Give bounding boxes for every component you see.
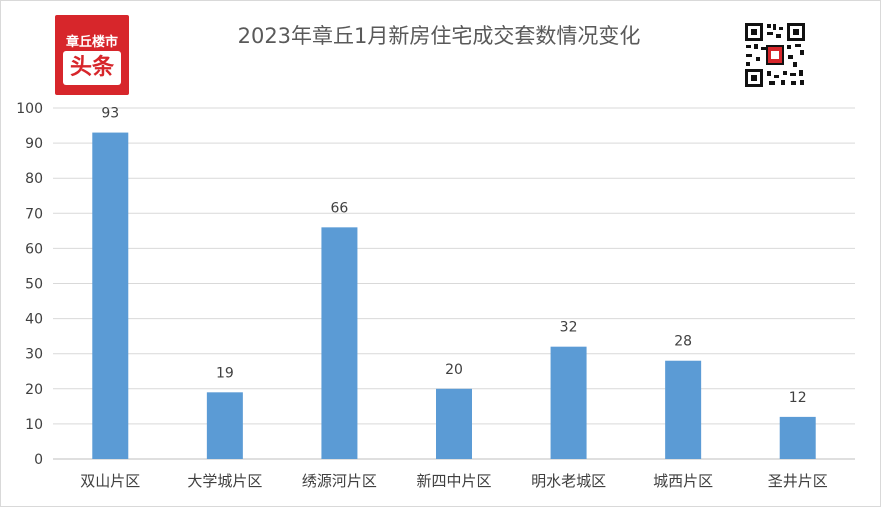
bar [92, 132, 129, 459]
bar [206, 392, 243, 459]
x-axis-categories: 双山片区 大学城片区 绣源河片区 新四中片区 明水老城区 城西片区 圣井片区 [80, 472, 827, 490]
data-label: 66 [331, 200, 349, 216]
bar [550, 346, 587, 459]
data-label: 28 [674, 334, 692, 350]
bar [436, 388, 472, 459]
data-label: 12 [789, 390, 807, 406]
bars [92, 132, 816, 459]
logo-top-text: 章丘楼市 [65, 35, 118, 50]
x-category-label: 圣井片区 [768, 472, 828, 490]
data-label: 20 [445, 362, 463, 378]
data-label: 19 [216, 365, 234, 381]
y-tick-label: 30 [25, 347, 43, 363]
y-tick-label: 70 [25, 206, 43, 222]
y-tick-label: 0 [34, 452, 43, 468]
data-labels: 93 19 66 20 32 28 12 [101, 106, 806, 406]
chart-title: 2023年章丘1月新房住宅成交套数情况变化 [238, 24, 641, 48]
y-axis-ticks: 0 10 20 30 40 50 60 70 80 90 100 [16, 101, 43, 468]
y-tick-label: 40 [25, 312, 43, 328]
y-tick-label: 100 [16, 101, 43, 117]
y-tick-label: 60 [25, 241, 43, 257]
bar [665, 360, 702, 459]
logo-bottom-text: 头条 [63, 51, 121, 85]
y-tick-label: 10 [25, 417, 43, 433]
y-tick-label: 50 [25, 277, 43, 293]
x-category-label: 新四中片区 [416, 472, 491, 490]
y-tick-label: 20 [25, 382, 43, 398]
x-category-label: 大学城片区 [187, 472, 262, 490]
brand-logo: 章丘楼市 头条 [55, 15, 129, 95]
bar [321, 227, 358, 459]
x-category-label: 双山片区 [80, 472, 140, 490]
data-label: 32 [560, 320, 578, 336]
x-category-label: 城西片区 [653, 472, 713, 490]
qr-code-icon [743, 21, 807, 89]
x-category-label: 明水老城区 [531, 472, 606, 490]
bar [779, 416, 816, 459]
y-tick-label: 90 [25, 136, 43, 152]
x-category-label: 绣源河片区 [302, 472, 377, 490]
y-tick-label: 80 [25, 171, 43, 187]
data-label: 93 [101, 106, 119, 122]
